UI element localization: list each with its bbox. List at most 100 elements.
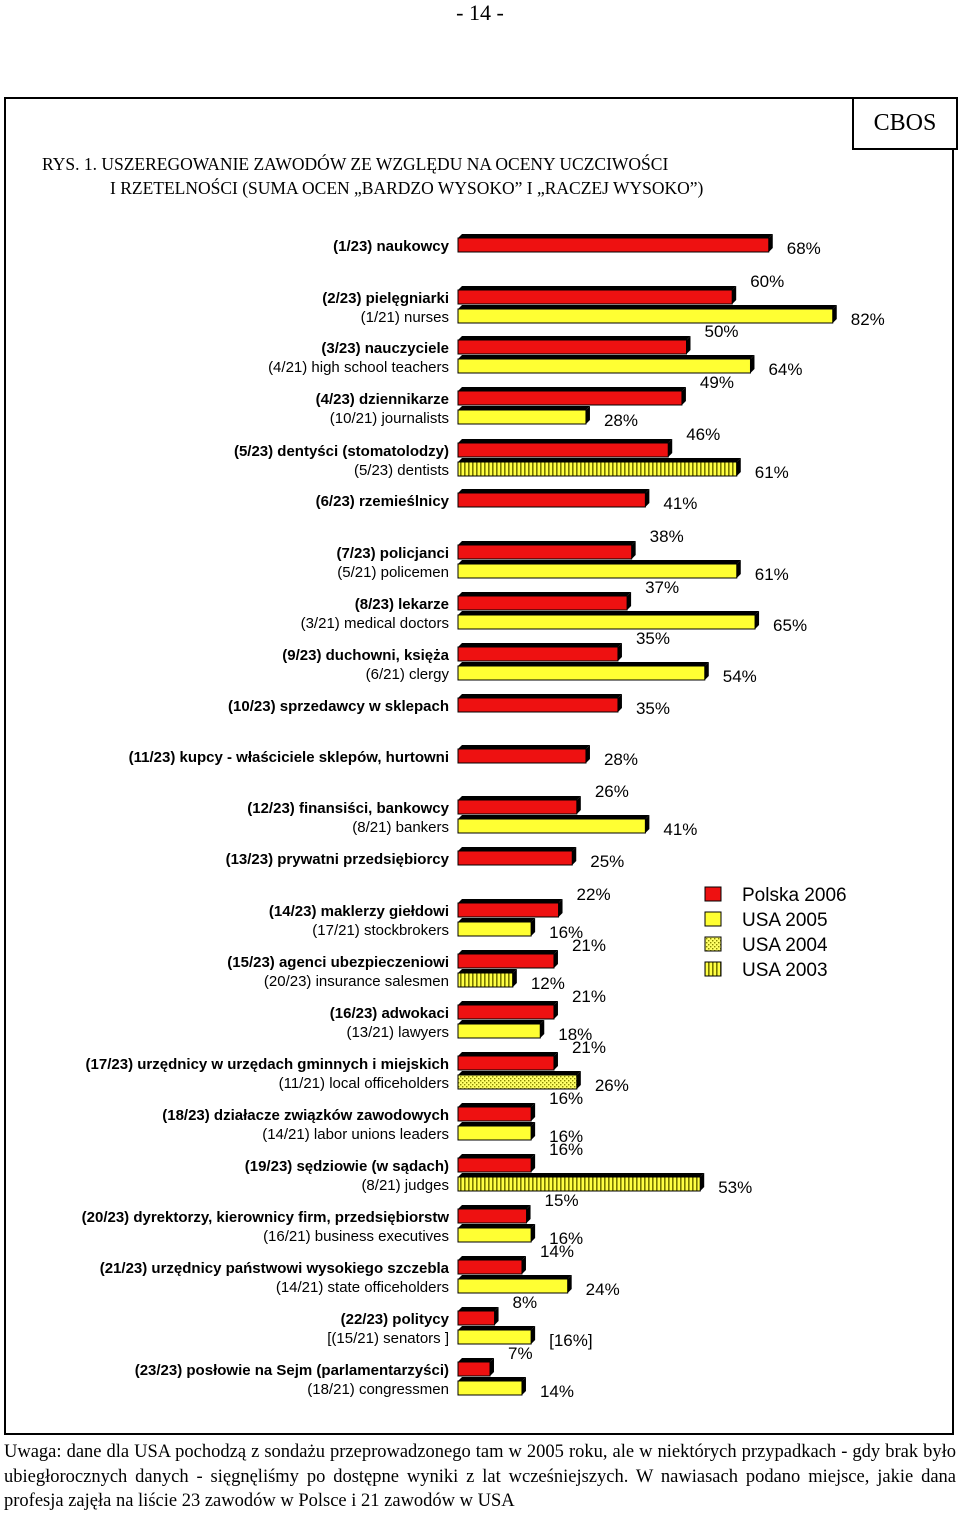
bar-us-4-top-face <box>458 406 590 410</box>
bar-us-5-top-face <box>458 458 741 462</box>
bar-pl-18 <box>457 1103 536 1122</box>
bar-pl-18-top-face <box>458 1103 536 1107</box>
bar-us-8-top-face <box>458 611 760 615</box>
bar-us-9 <box>457 662 709 681</box>
bar-us-14-front-face <box>457 921 532 937</box>
bar-pl-13 <box>457 847 577 866</box>
value-pl-4: 49% <box>700 373 734 392</box>
bar-us-16-front-face <box>457 1023 541 1039</box>
bar-pl-3 <box>457 336 691 355</box>
bar-us-20-top-face <box>458 1224 536 1228</box>
label-us-21: (14/21) state officeholders <box>276 1279 449 1296</box>
bar-us-3 <box>457 355 755 374</box>
bar-us-21 <box>457 1275 572 1294</box>
legend-entry-4: USA 2003 <box>704 960 828 981</box>
label-pl-18: (18/23) działacze związków zawodowych <box>162 1107 449 1124</box>
bar-pl-5-front-face <box>457 442 669 458</box>
label-us-5: (5/23) dentists <box>354 462 449 479</box>
label-pl-4: (4/23) dziennikarze <box>316 391 449 408</box>
label-pl-3: (3/23) nauczyciele <box>321 340 449 357</box>
legend-label-1: Polska 2006 <box>742 885 847 906</box>
value-us-18: 16% <box>549 1127 583 1146</box>
bar-us-19-top-face <box>458 1173 705 1177</box>
legend-swatch-3 <box>704 936 722 952</box>
value-us-21: 24% <box>586 1280 620 1299</box>
bar-pl-9 <box>457 643 622 662</box>
bar-pl-17 <box>457 1052 558 1071</box>
label-pl-5: (5/23) dentyści (stomatolodzy) <box>234 443 449 460</box>
bar-pl-11-front-face <box>457 748 587 764</box>
value-us-12: 41% <box>663 820 697 839</box>
label-pl-2: (2/23) pielęgniarki <box>322 290 449 307</box>
bar-pl-22-front-face <box>457 1310 496 1326</box>
bar-pl-13-front-face <box>457 850 573 866</box>
value-pl-18: 16% <box>549 1089 583 1108</box>
label-us-15: (20/23) insurance salesmen <box>264 973 449 990</box>
value-pl-8: 37% <box>645 578 679 597</box>
legend-entry-1: Polska 2006 <box>704 885 847 906</box>
label-pl-19: (19/23) sędziowie (w sądach) <box>245 1158 449 1175</box>
bar-pl-5-top-face <box>458 439 673 443</box>
bar-pl-18-side-face <box>531 1103 536 1121</box>
bar-pl-12-front-face <box>457 799 578 815</box>
value-pl-2: 60% <box>750 272 784 291</box>
bar-pl-10-front-face <box>457 697 619 713</box>
bar-us-5-side-face <box>736 458 741 476</box>
bar-pl-9-front-face <box>457 646 619 662</box>
bar-us-16 <box>457 1020 545 1039</box>
value-pl-15: 21% <box>572 936 606 955</box>
bar-pl-2-front-face <box>457 289 733 305</box>
bar-pl-16-front-face <box>457 1004 555 1020</box>
bar-us-22-side-face <box>531 1326 536 1344</box>
bar-pl-7-top-face <box>458 541 636 545</box>
bar-pl-2 <box>457 286 737 305</box>
bar-pl-19-top-face <box>458 1154 536 1158</box>
bar-us-16-top-face <box>458 1020 545 1024</box>
bar-pl-16-top-face <box>458 1001 558 1005</box>
bar-us-19 <box>457 1173 705 1192</box>
bar-pl-5-side-face <box>668 439 673 457</box>
bar-pl-12-top-face <box>458 796 581 800</box>
bar-pl-14-front-face <box>457 902 560 918</box>
bar-us-12 <box>457 815 650 834</box>
bar-pl-22 <box>457 1307 499 1326</box>
page-number: - 14 - <box>456 0 504 25</box>
figure-title-line-2: I RZETELNOŚCI (SUMA OCEN „BARDZO WYSOKO”… <box>110 178 704 198</box>
value-pl-14: 22% <box>577 885 611 904</box>
bar-pl-23 <box>457 1358 494 1377</box>
value-us-16: 18% <box>558 1025 592 1044</box>
bar-us-21-side-face <box>567 1275 572 1293</box>
value-pl-20: 15% <box>545 1191 579 1210</box>
label-pl-1: (1/23) naukowcy <box>333 238 450 255</box>
bar-pl-19 <box>457 1154 536 1173</box>
bar-us-17-front-face <box>457 1074 578 1090</box>
bar-pl-15-side-face <box>553 950 558 968</box>
value-pl-5: 46% <box>686 425 720 444</box>
bar-us-14-side-face <box>531 918 536 936</box>
bar-pl-16 <box>457 1001 558 1020</box>
bar-us-9-top-face <box>458 662 709 666</box>
bar-pl-22-top-face <box>458 1307 499 1311</box>
bar-pl-1 <box>457 234 773 253</box>
value-pl-11: 28% <box>604 750 638 769</box>
bar-us-21-front-face <box>457 1278 569 1294</box>
value-us-20: 16% <box>549 1229 583 1248</box>
bar-us-22-front-face <box>457 1329 532 1345</box>
figure-title: RYS. 1. USZEREGOWANIE ZAWODÓW ZE WZGLĘDU… <box>42 152 842 200</box>
bar-us-3-front-face <box>457 358 751 374</box>
bar-pl-2-top-face <box>458 286 737 290</box>
label-pl-9: (9/23) duchowni, księża <box>282 647 449 664</box>
bar-pl-17-side-face <box>553 1052 558 1070</box>
label-pl-14: (14/23) maklerzy giełdowi <box>269 903 449 920</box>
bar-chart: (1/23) naukowcy 68% (2/23) pielęgniarki (1/… <box>82 234 885 1401</box>
bar-pl-19-side-face <box>531 1154 536 1172</box>
bar-us-2-top-face <box>458 305 837 309</box>
label-us-4: (10/21) journalists <box>330 410 449 427</box>
value-us-8: 65% <box>773 616 807 635</box>
value-pl-6: 41% <box>663 494 697 513</box>
bar-pl-11-top-face <box>458 745 590 749</box>
value-us-2: 82% <box>851 310 885 329</box>
bar-pl-18-front-face <box>457 1106 532 1122</box>
bar-pl-14-side-face <box>558 899 563 917</box>
label-pl-23: (23/23) posłowie na Sejm (parlamentarzyś… <box>135 1362 449 1379</box>
